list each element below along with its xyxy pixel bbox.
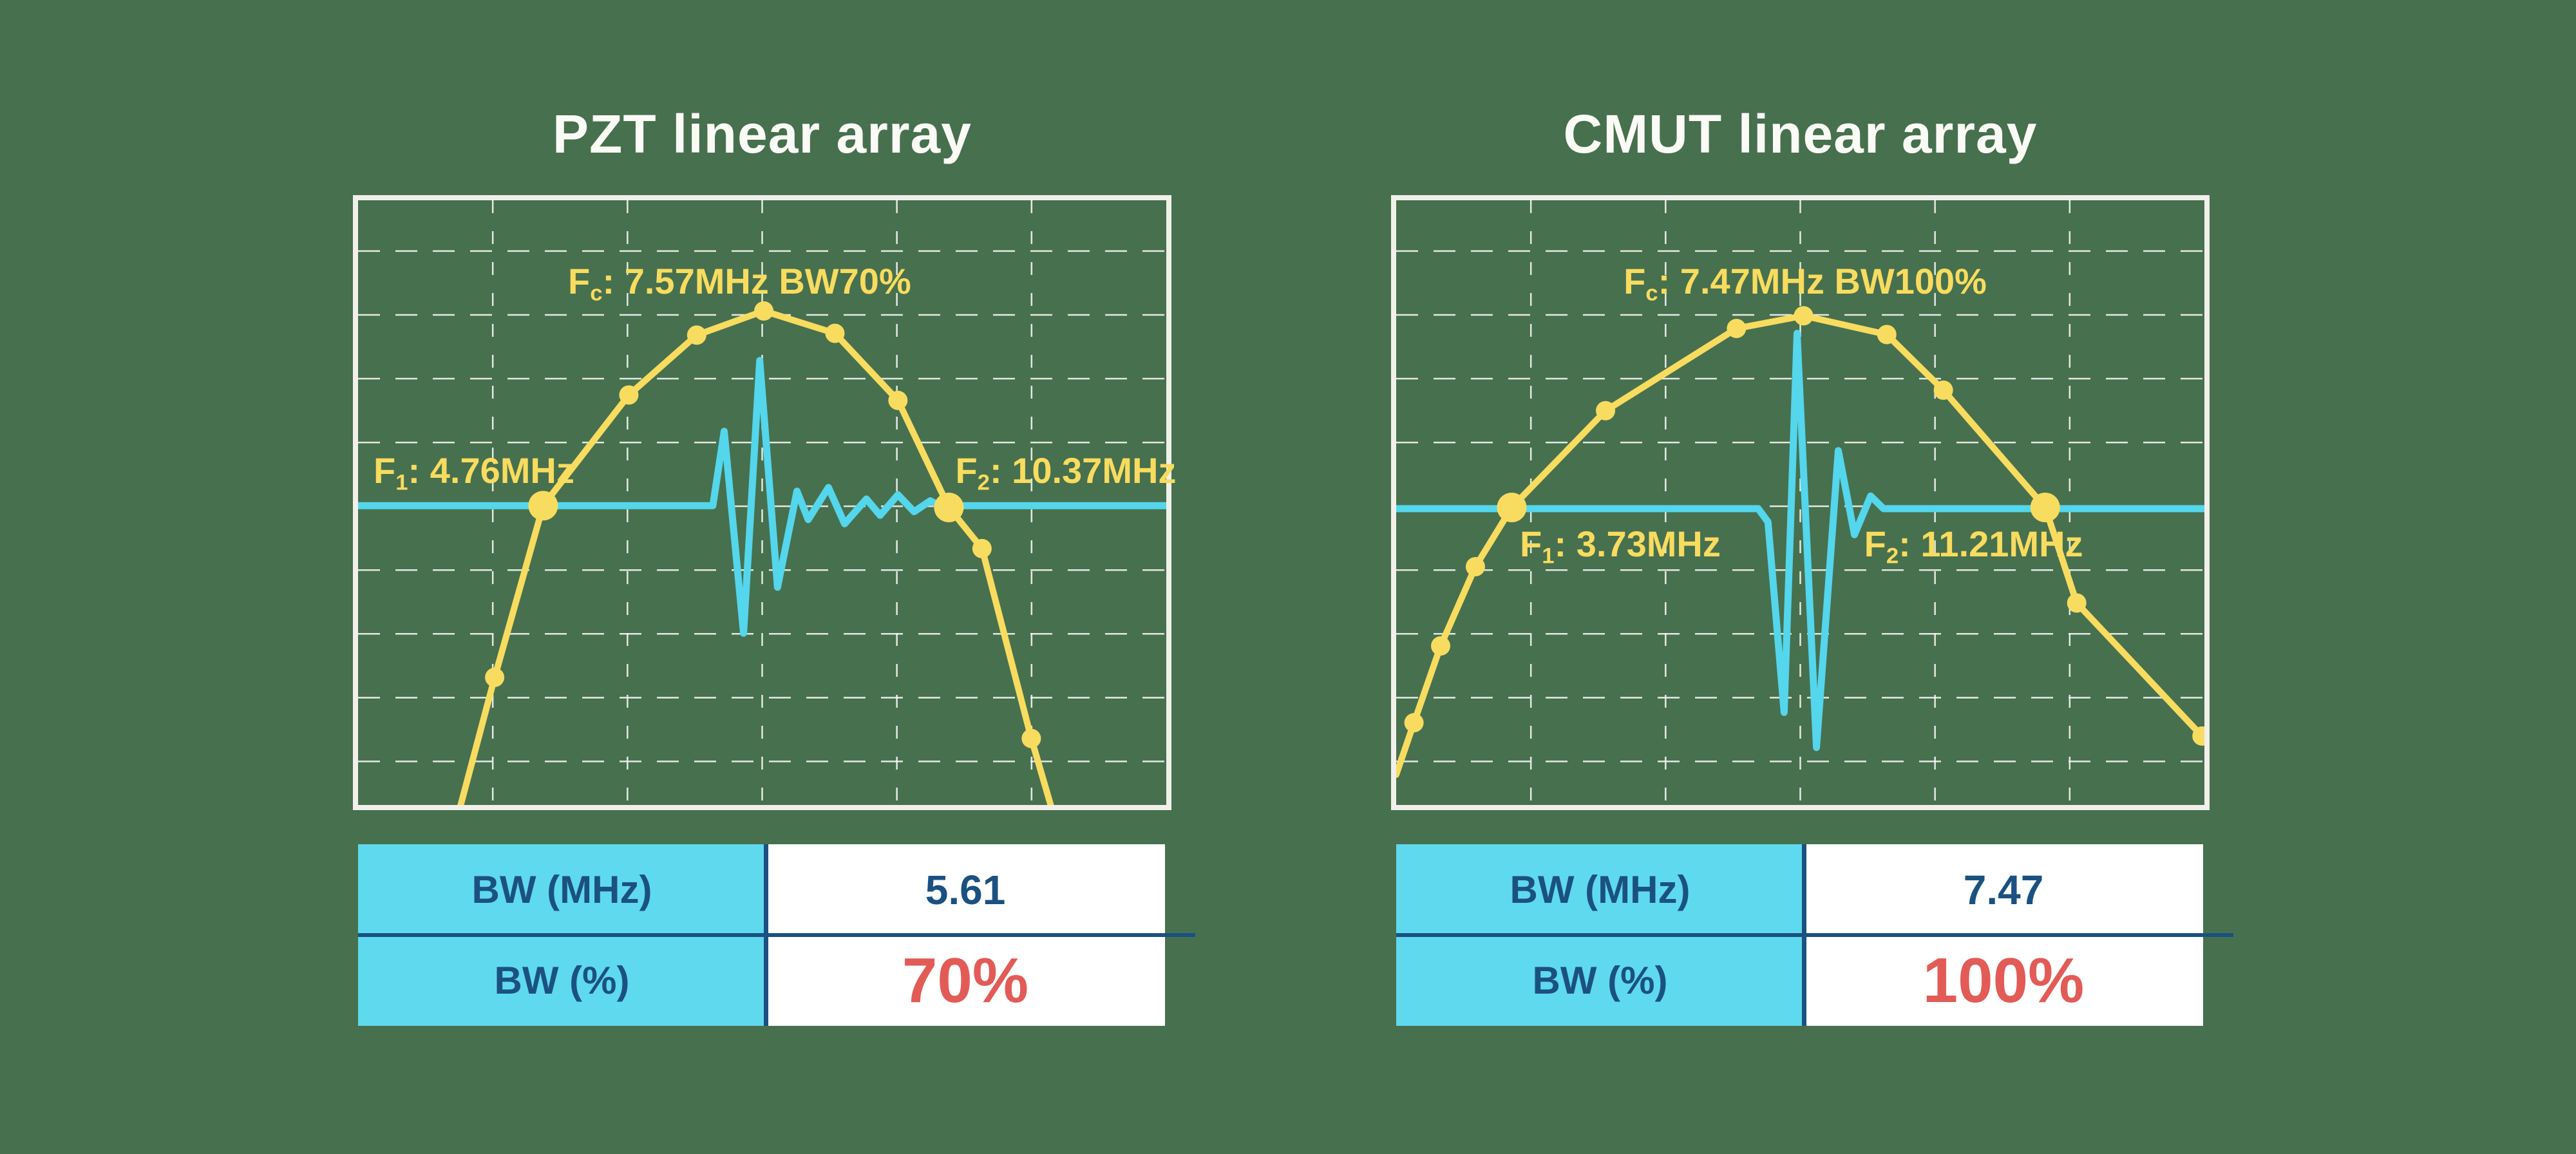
pzt-center-frequency-annotation: Fc: 7.57MHz BW70% xyxy=(568,263,911,305)
fc-label-value: : 7.47MHz BW100% xyxy=(1658,261,1987,301)
cmut-chart-frame: Fc: 7.47MHz BW100% F1: 3.73MHz F2: 11.21… xyxy=(1391,195,2210,810)
bw-pct-row-label: BW (%) xyxy=(358,935,766,1026)
cmut-chart-title: CMUT linear array xyxy=(1563,104,2038,164)
fc-label-subscript: c xyxy=(590,281,603,306)
f1-label-value: : 3.73MHz xyxy=(1554,524,1721,564)
fc-label-prefix: F xyxy=(567,261,591,301)
bw-mhz-row-label: BW (MHz) xyxy=(1396,844,1804,935)
pzt-lower-frequency-annotation: F1: 4.76MHz xyxy=(374,453,574,494)
bw-pct-row-value: 70% xyxy=(766,935,1165,1026)
f2-label-subscript: 2 xyxy=(977,470,990,495)
table-row: BW (%) 70% xyxy=(358,935,1165,1026)
cmut-upper-frequency-annotation: F2: 11.21MHz xyxy=(1864,526,2083,567)
f1-label-prefix: F xyxy=(374,450,396,491)
f1-label-value: : 4.76MHz xyxy=(408,450,574,491)
f1-label-subscript: 1 xyxy=(1542,544,1555,569)
fc-label-prefix: F xyxy=(1624,261,1646,301)
table-row: BW (%) 100% xyxy=(1396,935,2203,1026)
fc-label-subscript: c xyxy=(1645,281,1658,306)
cmut-lower-frequency-annotation: F1: 3.73MHz xyxy=(1520,526,1721,567)
table-row: BW (MHz) 5.61 xyxy=(358,844,1165,935)
pzt-chart-frame: Fc: 7.57MHz BW70% F1: 4.76MHz F2: 10.37M… xyxy=(353,195,1176,810)
cmut-chart-plot xyxy=(1396,200,2204,805)
table-row: BW (MHz) 7.47 xyxy=(1396,844,2203,935)
bw-mhz-row-value: 5.61 xyxy=(766,844,1165,935)
f2-label-prefix: F xyxy=(1864,524,1886,564)
table-row-divider xyxy=(358,933,1195,937)
pzt-chart-plot xyxy=(358,200,1166,805)
f1-label-prefix: F xyxy=(1520,524,1542,564)
fc-label-value: : 7.57MHz BW70% xyxy=(602,261,911,301)
f2-label-prefix: F xyxy=(955,450,978,491)
bw-mhz-row-value: 7.47 xyxy=(1804,844,2203,935)
pzt-upper-frequency-annotation: F2: 10.37MHz xyxy=(955,453,1176,494)
pzt-bandwidth-table: BW (MHz) 5.61 BW (%) 70% xyxy=(358,844,1195,1026)
f2-label-subscript: 2 xyxy=(1886,544,1899,569)
bw-mhz-row-label: BW (MHz) xyxy=(358,844,766,935)
pzt-chart-title: PZT linear array xyxy=(553,104,972,164)
f2-label-value: : 10.37MHz xyxy=(989,450,1177,491)
cmut-bandwidth-table: BW (MHz) 7.47 BW (%) 100% xyxy=(1396,844,2233,1026)
bw-pct-row-label: BW (%) xyxy=(1396,935,1804,1026)
f2-label-value: : 11.21MHz xyxy=(1899,524,2083,564)
panel-cmut: CMUT linear array Fc: 7.47MHz BW100% F1:… xyxy=(1391,0,2233,1154)
f1-label-subscript: 1 xyxy=(395,470,408,495)
table-row-divider xyxy=(1396,933,2233,937)
cmut-center-frequency-annotation: Fc: 7.47MHz BW100% xyxy=(1624,263,1987,305)
bw-pct-row-value: 100% xyxy=(1804,935,2203,1026)
panel-pzt: PZT linear array Fc: 7.57MHz BW70% F1: 4… xyxy=(353,0,1195,1154)
